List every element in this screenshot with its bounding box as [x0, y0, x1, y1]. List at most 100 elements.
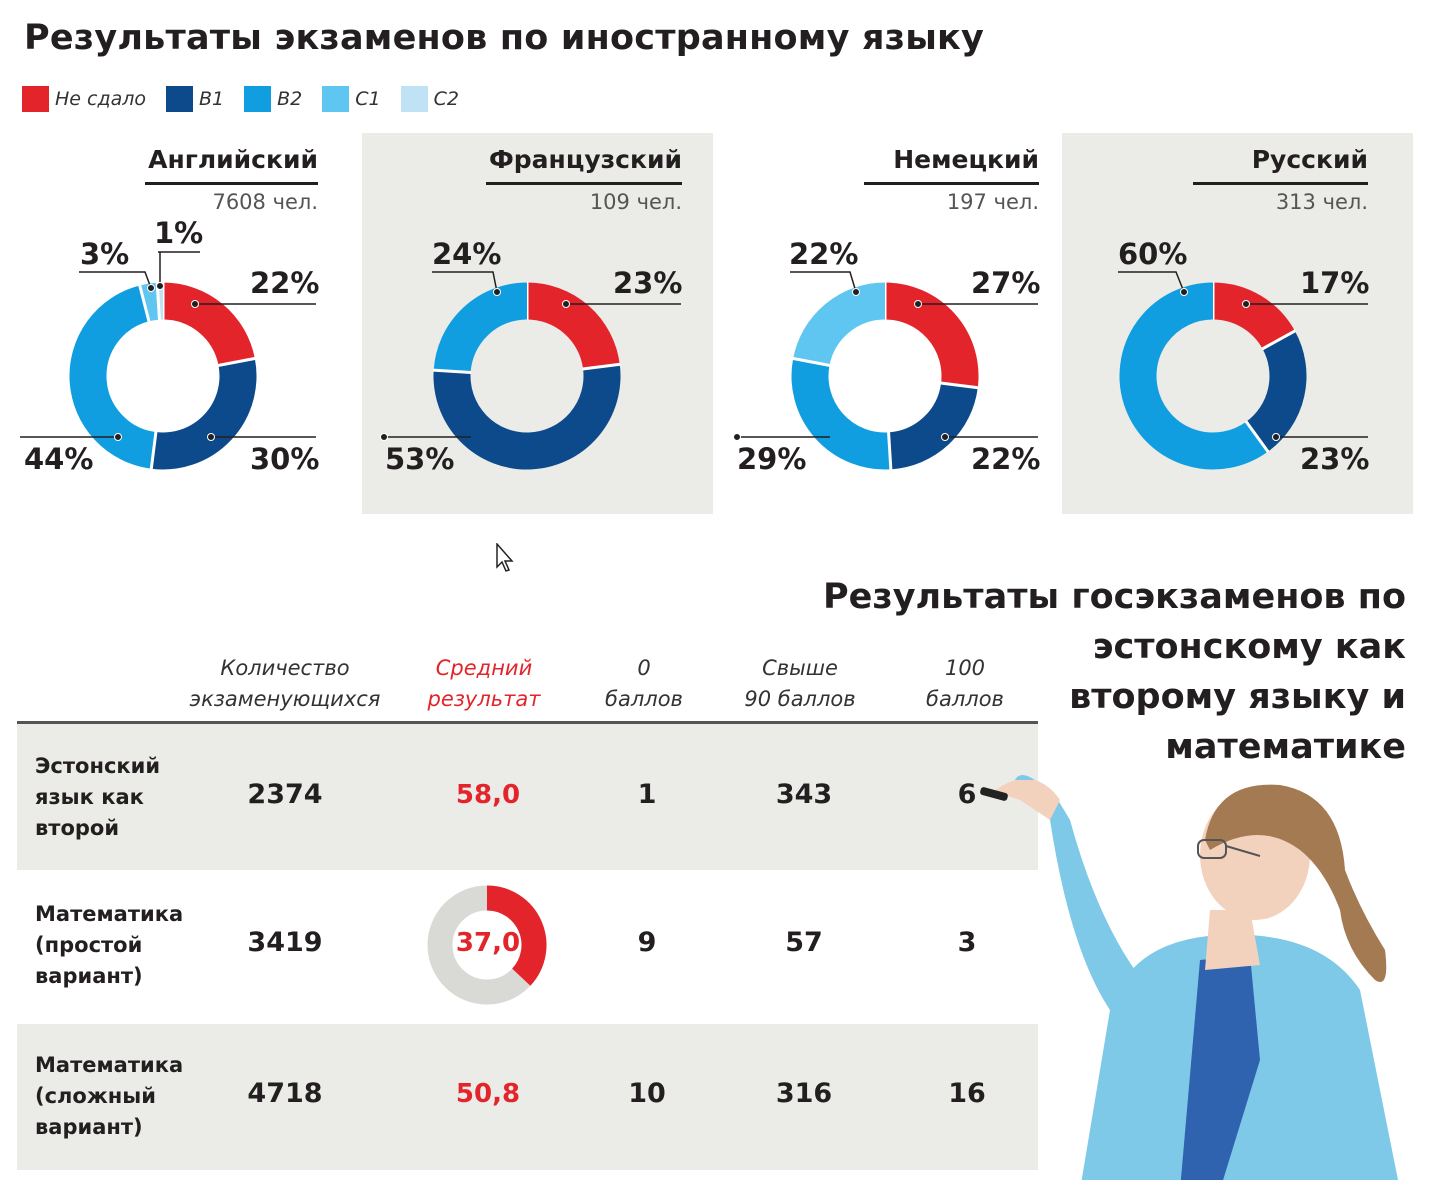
- pct-label: 60%: [1118, 237, 1188, 271]
- legend-item-c1: C1: [322, 86, 381, 112]
- mouse-cursor-icon: [496, 543, 514, 572]
- row-name-line: вариант): [35, 964, 143, 988]
- teacher-illustration: [980, 775, 1398, 1180]
- leader-dot: [380, 433, 388, 441]
- leader-dot: [941, 433, 949, 441]
- header-count: Количество экзаменующихся: [170, 653, 400, 715]
- lang-count-russian: 313 чел.: [1275, 190, 1368, 214]
- cell-zero: 1: [637, 779, 657, 810]
- leader-dot: [562, 300, 570, 308]
- leader-dot: [207, 433, 215, 441]
- donut-slice: [433, 364, 621, 470]
- legend-label: Не сдало: [55, 88, 147, 110]
- slice-separator: [582, 362, 621, 371]
- legend-item-b2: B2: [244, 86, 302, 112]
- teacher-arm: [1015, 775, 1150, 1010]
- lang-rule: [486, 182, 682, 185]
- pct-label: 23%: [613, 266, 683, 300]
- legend-item-c2: C2: [400, 86, 459, 112]
- donut-slice: [151, 358, 257, 470]
- header-line: 0: [637, 656, 651, 680]
- leader-dot: [493, 288, 501, 296]
- pct-label: 22%: [971, 442, 1041, 476]
- leader-dot: [914, 300, 922, 308]
- cell-over90: 316: [775, 1078, 833, 1109]
- pct-label: 23%: [1300, 442, 1370, 476]
- legend-swatch: [400, 86, 428, 112]
- cell-count: 4718: [247, 1078, 323, 1109]
- donut-slice: [884, 282, 979, 388]
- donut-slice: [526, 282, 620, 370]
- legend-label: B2: [277, 88, 303, 110]
- donut-slice: [887, 382, 978, 470]
- header-line: 90 баллов: [744, 687, 856, 711]
- slice-separator: [1261, 329, 1297, 351]
- teacher-shirt: [1180, 955, 1260, 1180]
- donut-slice: [793, 282, 886, 367]
- page-title: Результаты экзаменов по иностранному язы…: [24, 18, 985, 58]
- header-line: Свыше: [762, 656, 838, 680]
- lang-count-german: 197 чел.: [946, 190, 1039, 214]
- cell-hundred: 3: [957, 927, 977, 958]
- leader-line: [79, 271, 152, 289]
- table-title-line: математике: [1165, 727, 1406, 767]
- marker-icon: [980, 787, 1008, 801]
- lang-name-german: Немецкий: [893, 145, 1039, 174]
- legend-swatch: [322, 86, 350, 112]
- header-line: 100: [944, 656, 986, 680]
- teacher-hair: [1205, 784, 1387, 982]
- leader-dot: [1242, 300, 1250, 308]
- row-name: Математика (простой вариант): [35, 899, 205, 992]
- header-over90: Свыше 90 баллов: [730, 653, 870, 715]
- slice-separator: [217, 356, 256, 367]
- pct-label: 22%: [250, 266, 320, 300]
- table-title-line: Результаты госэкзаменов по: [822, 577, 1406, 617]
- slice-separator: [1244, 420, 1270, 453]
- pct-label: 27%: [971, 266, 1041, 300]
- row-name-line: Математика: [35, 902, 184, 926]
- leader-lines: [20, 251, 1368, 441]
- header-zero: 0 баллов: [584, 653, 704, 715]
- score-value: 37,0: [455, 928, 521, 958]
- slice-separator: [940, 381, 979, 390]
- row-name: Математика (сложный вариант): [35, 1050, 205, 1143]
- table-title: Результаты госэкзаменов по эстонскому ка…: [806, 572, 1406, 772]
- slice-separator: [792, 356, 831, 367]
- legend-item-fail: Не сдало: [22, 86, 146, 112]
- lang-rule: [864, 182, 1039, 185]
- pct-label: 53%: [385, 442, 455, 476]
- pct-label: 22%: [789, 237, 859, 271]
- cell-hundred: 6: [957, 779, 977, 810]
- leader-dot: [852, 288, 860, 296]
- header-line: Средний: [435, 656, 533, 680]
- donut-slice: [162, 282, 255, 367]
- row-name: Эстонский язык как второй: [35, 751, 205, 844]
- header-line: баллов: [605, 687, 683, 711]
- legend-label: C2: [433, 88, 459, 110]
- legend-swatch: [166, 86, 194, 112]
- header-hundred: 100 баллов: [905, 653, 1025, 715]
- glasses-arm: [1225, 845, 1261, 857]
- lang-rule: [1193, 182, 1368, 185]
- lang-name-russian: Русский: [1251, 145, 1368, 174]
- cell-zero: 9: [637, 927, 657, 958]
- donut-slice: [1245, 330, 1307, 452]
- teacher-hand: [990, 780, 1060, 820]
- row-name-line: Эстонский: [35, 754, 161, 778]
- lang-name-french: Французский: [488, 145, 682, 174]
- lang-rule: [145, 182, 318, 185]
- lang-name-english: Английский: [148, 145, 318, 174]
- leader-line: [158, 251, 200, 286]
- header-line: результат: [427, 687, 541, 711]
- header-avg: Средний результат: [404, 653, 564, 715]
- score-ring-fill: [486, 885, 547, 986]
- pct-label: 29%: [737, 442, 807, 476]
- glasses-icon: [1197, 839, 1227, 859]
- row-name-line: язык как: [35, 785, 144, 809]
- legend-label: C1: [355, 88, 381, 110]
- header-line: экзаменующихся: [189, 687, 381, 711]
- leader-dot: [1180, 288, 1188, 296]
- row-name-line: (простой: [35, 933, 143, 957]
- row-name-line: Математика: [35, 1053, 184, 1077]
- pct-label: 44%: [24, 442, 94, 476]
